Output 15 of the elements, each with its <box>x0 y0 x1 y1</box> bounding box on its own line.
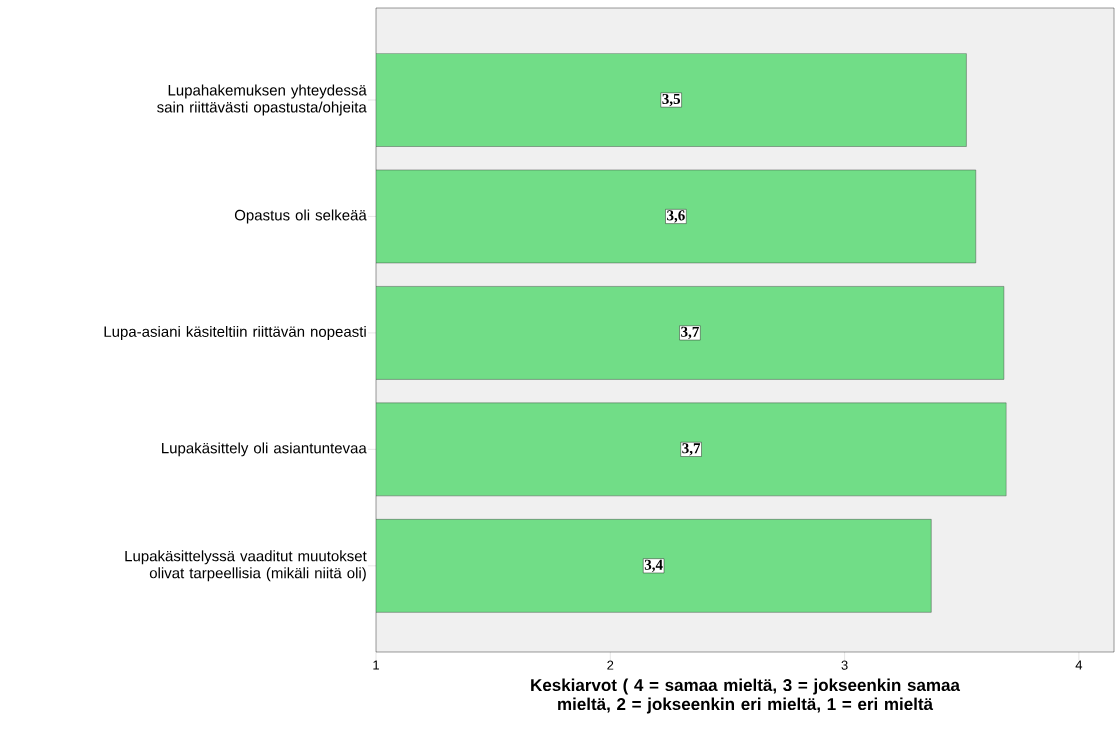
x-tick-label: 1 <box>373 660 379 670</box>
y-tick-label: Lupakäsittely oli asiantuntevaa <box>162 442 367 457</box>
x-tick-label: 3 <box>841 660 848 670</box>
y-tick-label: Opastus oli selkeää <box>234 209 367 224</box>
data-label: 3,6 <box>667 210 685 223</box>
x-axis-title: Keskiarvot ( 4 = samaa mieltä, 3 = jokseenkin samaa mieltä, 2 = jokseenkin eri mieltä, 1 = eri mieltä <box>531 678 961 714</box>
x-tick-label: 4 <box>1075 660 1083 670</box>
y-tick-label: Lupakäsittelyssä vaaditut muutokset olivat tarpeellisia (mikäli niitä oli) <box>125 550 367 582</box>
data-label: 3,5 <box>662 93 681 107</box>
x-tick-label: 2 <box>607 660 614 670</box>
y-tick-label: Lupahakemuksen yhteydessä sain riittävästi opastusta/ohjeita <box>157 84 367 116</box>
data-label: 3,7 <box>682 443 701 456</box>
y-tick-label: Lupa-asiani käsiteltiin riittävän nopeasti <box>104 325 366 340</box>
data-label: 3,7 <box>681 326 699 340</box>
data-label: 3,4 <box>644 559 663 572</box>
